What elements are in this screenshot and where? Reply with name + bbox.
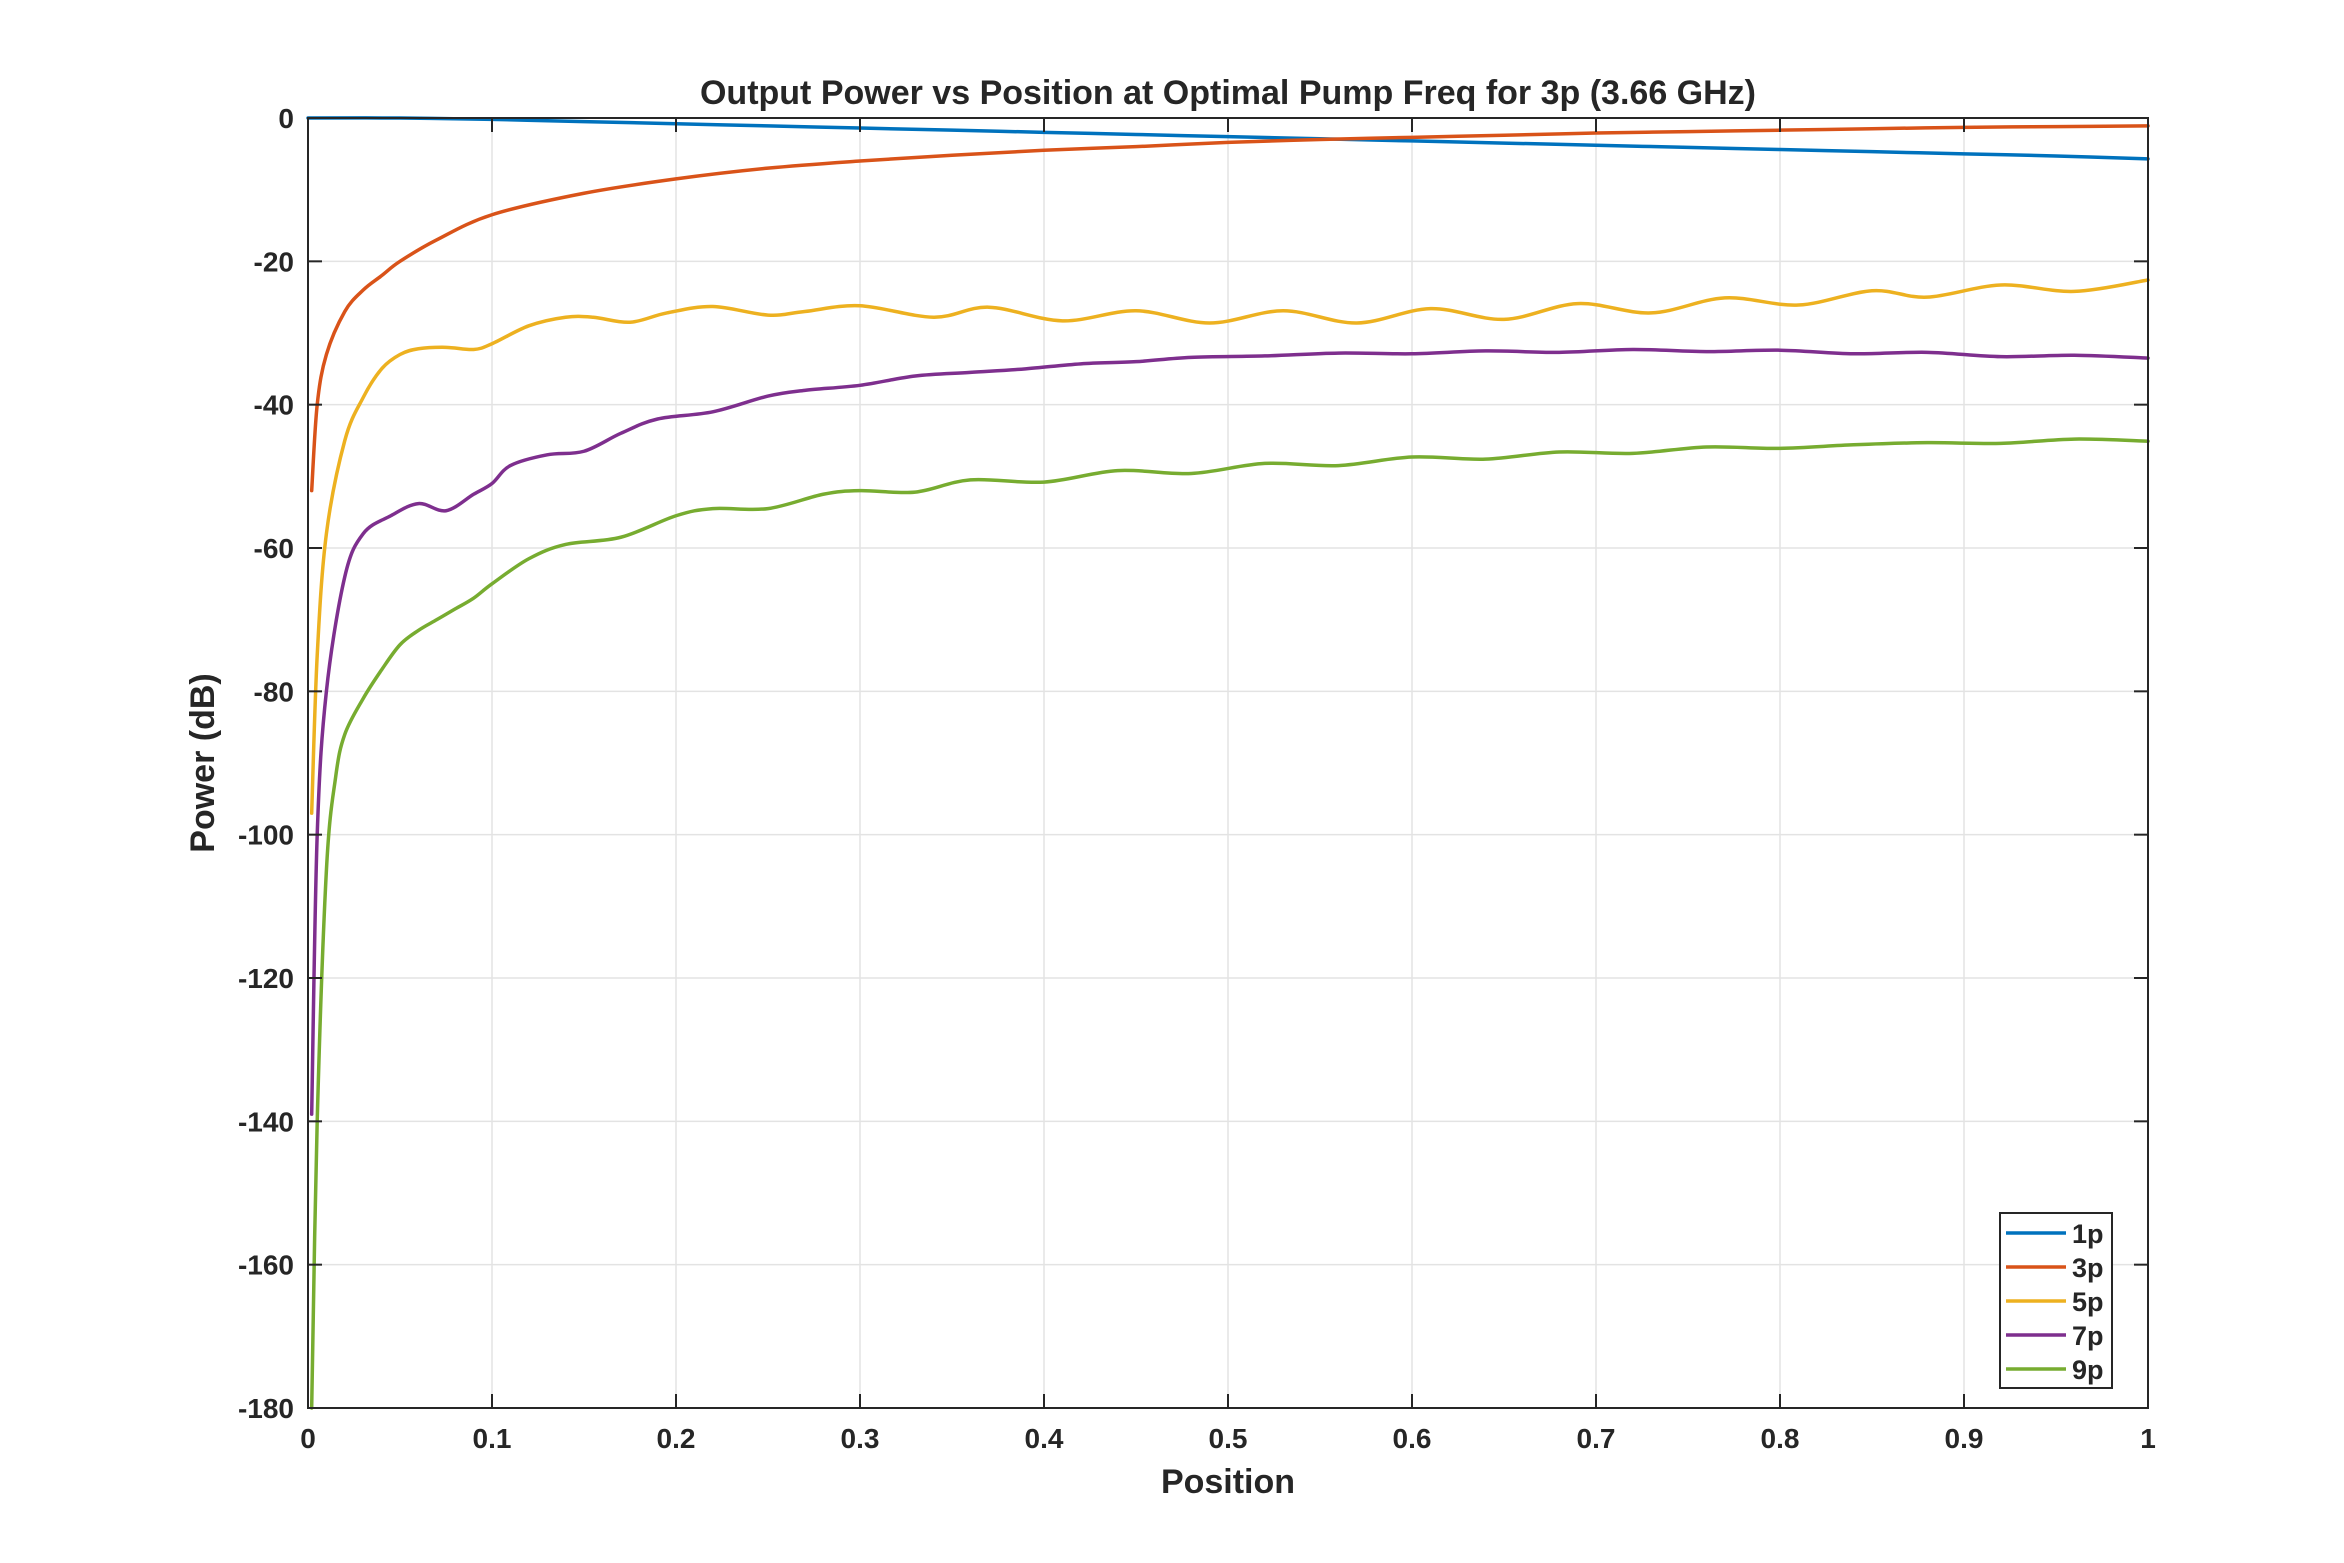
series-line-9p bbox=[309, 437, 2150, 1410]
series-lines bbox=[306, 116, 2150, 1410]
legend-label-7p: 7p bbox=[2072, 1321, 2104, 1351]
y-tick-label: -140 bbox=[238, 1106, 294, 1137]
x-tick-label: 0 bbox=[300, 1423, 316, 1454]
series-line-3p bbox=[309, 124, 2150, 493]
series-line-5p bbox=[309, 278, 2150, 815]
legend-label-1p: 1p bbox=[2072, 1219, 2104, 1249]
x-tick-label: 0.6 bbox=[1393, 1423, 1432, 1454]
x-tick-label: 0.7 bbox=[1577, 1423, 1616, 1454]
legend-label-9p: 9p bbox=[2072, 1355, 2104, 1385]
series-line-7p bbox=[309, 347, 2150, 1116]
y-tick-label: -60 bbox=[254, 533, 294, 564]
legend: 1p 3p 5p 7p 9p bbox=[1999, 1212, 2113, 1389]
series-line-1p bbox=[306, 116, 2150, 161]
y-tick-label: 0 bbox=[278, 103, 294, 134]
y-tick-label: -20 bbox=[254, 246, 294, 277]
axis-ticks: 0 0.1 0.2 0.3 0.4 0.5 0.6 0.7 0.8 0.9 1 0 -20 -40 -60 -… bbox=[238, 103, 2156, 1454]
y-tick-label: -100 bbox=[238, 820, 294, 851]
chart-title: Output Power vs Position at Optimal Pump… bbox=[700, 74, 1756, 112]
y-tick-label: -120 bbox=[238, 963, 294, 994]
x-tick-label: 0.4 bbox=[1025, 1423, 1064, 1454]
legend-label-5p: 5p bbox=[2072, 1287, 2104, 1317]
x-tick-label: 0.9 bbox=[1945, 1423, 1984, 1454]
legend-label-3p: 3p bbox=[2072, 1253, 2104, 1283]
x-axis-label: Position bbox=[1161, 1463, 1295, 1501]
y-tick-label: -180 bbox=[238, 1393, 294, 1424]
y-tick-label: -80 bbox=[254, 676, 294, 707]
x-tick-label: 0.1 bbox=[473, 1423, 512, 1454]
x-tick-label: 0.2 bbox=[657, 1423, 696, 1454]
x-tick-label: 1 bbox=[2140, 1423, 2156, 1454]
y-tick-label: -160 bbox=[238, 1250, 294, 1281]
x-tick-label: 0.3 bbox=[841, 1423, 880, 1454]
y-tick-label: -40 bbox=[254, 390, 294, 421]
x-tick-label: 0.8 bbox=[1761, 1423, 1800, 1454]
x-tick-label: 0.5 bbox=[1209, 1423, 1248, 1454]
y-axis-label: Power (dB) bbox=[184, 673, 222, 852]
